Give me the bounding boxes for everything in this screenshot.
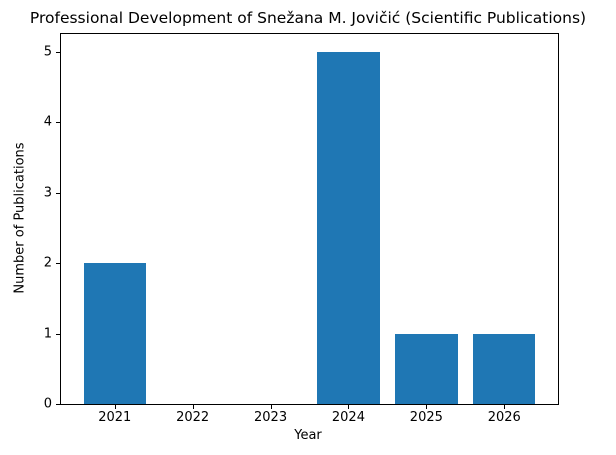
y-tick-mark xyxy=(56,51,60,53)
x-tick-label: 2026 xyxy=(487,410,521,425)
y-tick-label: 3 xyxy=(43,185,52,201)
x-axis-label: Year xyxy=(294,428,322,443)
plot-area xyxy=(60,33,559,405)
y-tick-label: 5 xyxy=(43,44,52,60)
chart-title: Professional Development of Snežana M. J… xyxy=(29,9,587,27)
x-tick-mark xyxy=(192,405,194,409)
x-tick-label: 2024 xyxy=(331,410,365,425)
x-tick-label: 2025 xyxy=(409,410,443,425)
x-tick-label: 2021 xyxy=(98,410,132,425)
y-tick-mark xyxy=(56,333,60,335)
bar-2025 xyxy=(395,333,458,404)
x-tick-mark xyxy=(348,405,350,409)
bar-2026 xyxy=(473,333,536,404)
y-tick-mark xyxy=(56,192,60,194)
y-tick-label: 1 xyxy=(43,326,52,342)
y-tick-label: 4 xyxy=(43,114,52,130)
x-tick-label: 2023 xyxy=(254,410,288,425)
y-tick-mark xyxy=(56,122,60,124)
x-tick-mark xyxy=(114,405,116,409)
x-tick-mark xyxy=(426,405,428,409)
y-tick-mark xyxy=(56,263,60,265)
x-tick-label: 2022 xyxy=(176,410,210,425)
y-tick-label: 0 xyxy=(43,396,52,412)
x-tick-mark xyxy=(270,405,272,409)
bar-2021 xyxy=(83,263,146,404)
bar-2024 xyxy=(317,51,380,404)
y-axis-label: Number of Publications xyxy=(12,142,28,294)
y-tick-mark xyxy=(56,404,60,405)
y-tick-label: 2 xyxy=(43,255,52,271)
x-tick-mark xyxy=(504,405,506,409)
